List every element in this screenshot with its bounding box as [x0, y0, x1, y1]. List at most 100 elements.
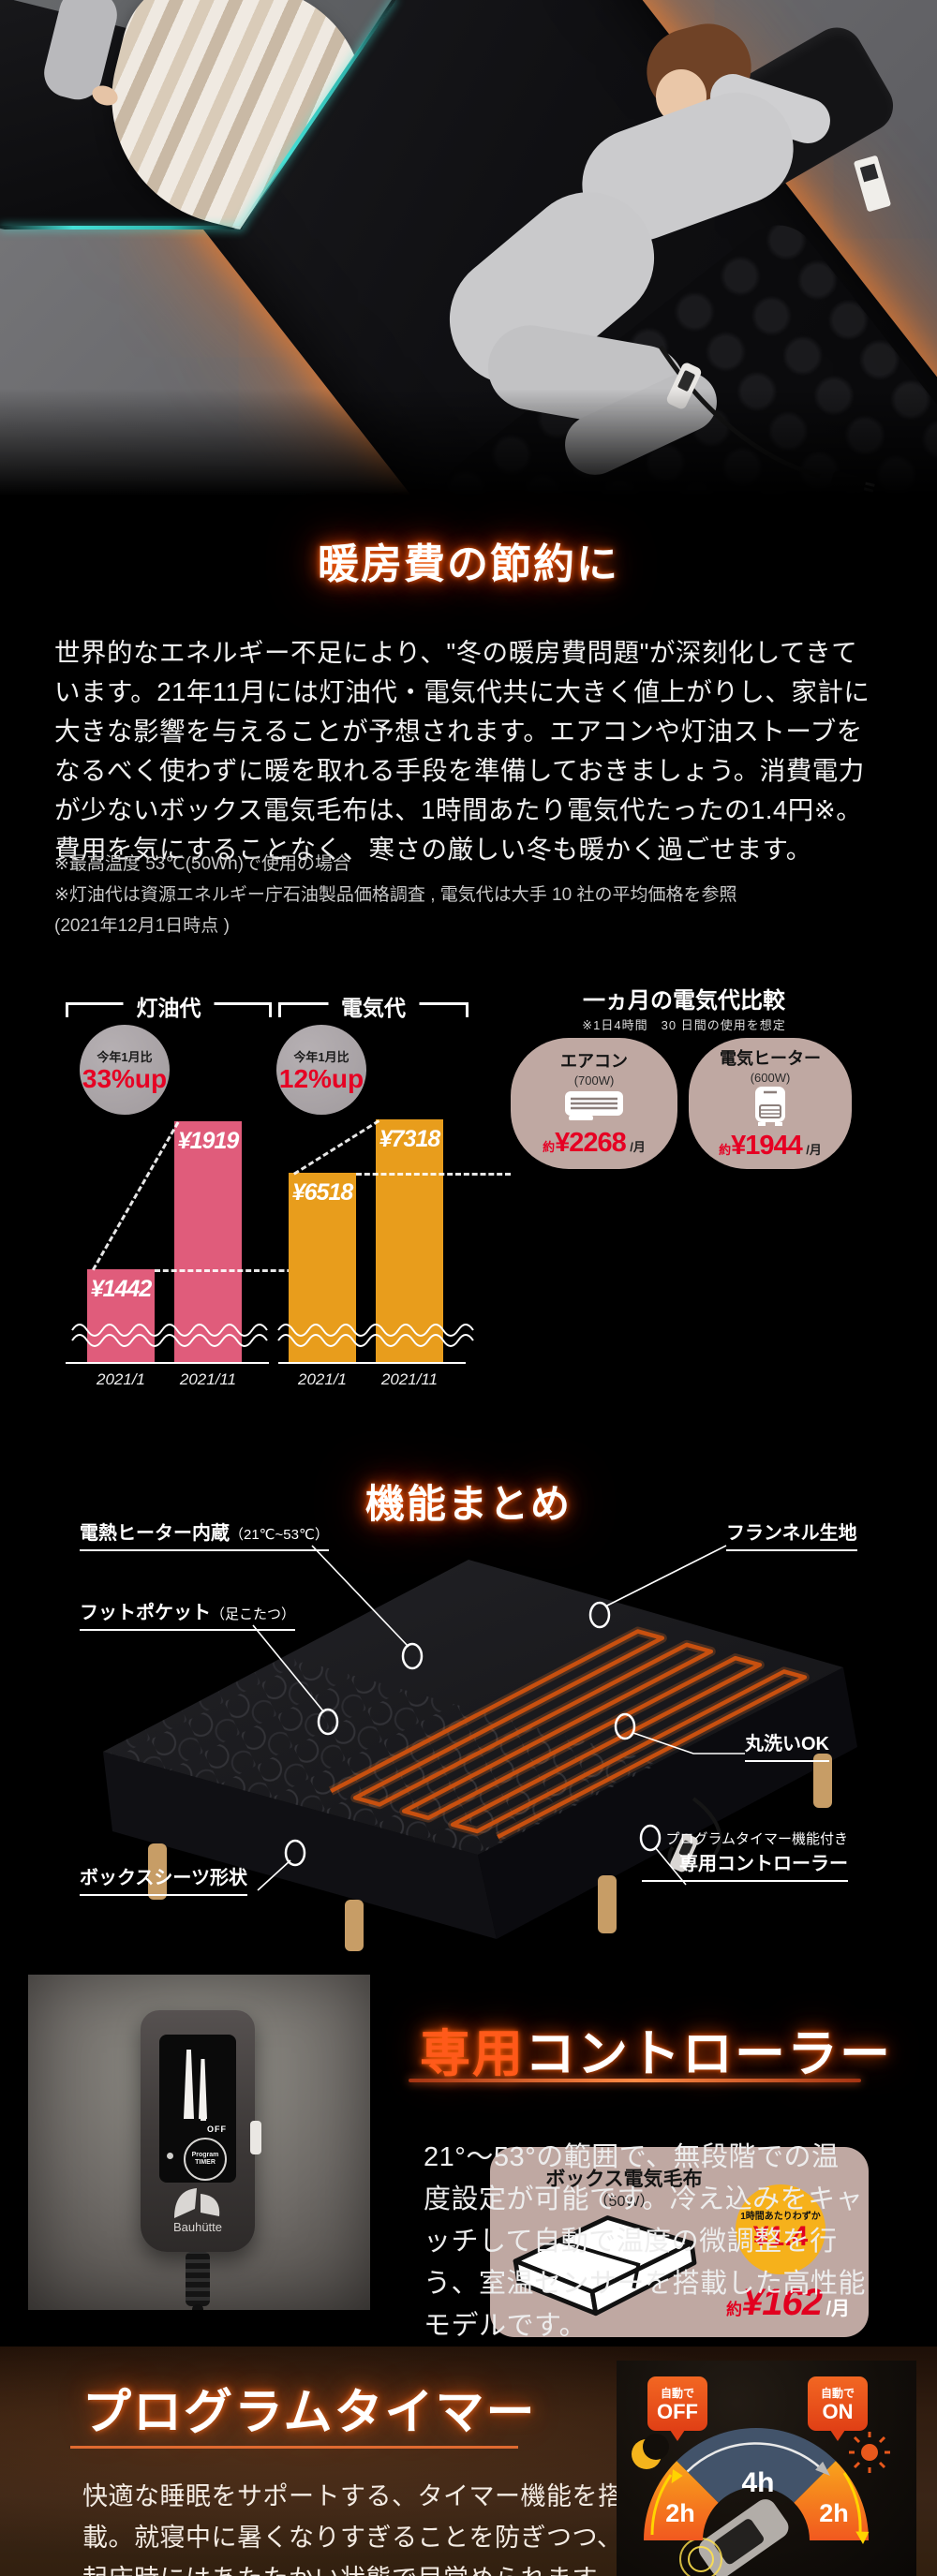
controller-device: OFF Program TIMER Bauhütte — [141, 2010, 261, 2310]
timer-section: プログラムタイマー 快適な睡眠をサポートする、タイマー機能を搭載。就寝中に暑くな… — [0, 2347, 937, 2576]
cost-charts-section: 灯油代 今年1月比 33%up ¥1442 ¥1919 2021/1 2021/… — [0, 965, 937, 2337]
arc-segment-off-2h — [644, 2461, 719, 2540]
title-underline — [409, 2079, 861, 2082]
feature-label-boxsheet: ボックスシーツ形状 — [80, 1862, 247, 1896]
section-title-controller: 専用コントローラー — [420, 2026, 892, 2082]
electric-blanket-icon — [513, 2215, 697, 2317]
slider-scale-mark — [184, 2050, 194, 2119]
auto-off-bubble: 自動で OFF — [647, 2376, 707, 2431]
bar-2021-1: ¥1442 — [87, 1269, 155, 1363]
glow-ring — [688, 2546, 714, 2572]
bed-diagram — [37, 1517, 900, 1958]
reference-dashed-line — [155, 1269, 309, 1272]
off-arrowhead — [671, 2469, 683, 2484]
footnote: ※灯油代は資源エネルギー庁石油製品価格調査 , 電気代は大手 10 社の平均価格… — [54, 885, 737, 905]
comparison-card-aircon: エアコン (700W) 約¥2268 /月 — [511, 1038, 677, 1169]
air-conditioner-icon — [565, 1091, 623, 1120]
on-arrowhead — [855, 2531, 870, 2544]
x-tick-label: 2021/11 — [179, 1370, 237, 1388]
comparison-subtitle: ※1日4時間 30 日間の使用を想定 — [582, 1018, 786, 1032]
arc-segment-4h — [677, 2428, 836, 2503]
footnote: (2021年12月1日時点 ) — [54, 916, 230, 936]
sun-icon — [849, 2432, 890, 2473]
chart-title: 電気代 — [328, 990, 419, 1022]
controller-panel: OFF Program TIMER — [159, 2035, 236, 2183]
moon-icon — [632, 2434, 669, 2469]
hero-fade — [0, 389, 937, 511]
arc-label-mid: 4h — [741, 2467, 774, 2498]
per-hour-badge: 1時間あたりわずか ¥1.4 — [736, 2184, 825, 2274]
electric-heater-icon — [755, 1087, 785, 1126]
bar-2021-11: ¥7318 — [376, 1119, 443, 1363]
timer-led — [167, 2153, 173, 2159]
progress-arrowhead — [815, 2461, 830, 2476]
bed-side-front — [478, 1667, 857, 1939]
feature-label-heater: 電熱ヒーター内蔵（21℃~53℃） — [80, 1517, 329, 1551]
timer-diagram-panel: 2h 4h 2h 自動で OFF 自動で ON — [617, 2361, 916, 2576]
controller-on-cable — [670, 1833, 698, 1873]
timer-arc-diagram: 2h 4h 2h — [632, 2428, 890, 2576]
axis-break-wave — [277, 1324, 474, 1347]
chart-kerosene-cost: 灯油代 今年1月比 33%up ¥1442 ¥1919 2021/1 2021/… — [56, 965, 309, 1396]
teal-divider-line — [0, 226, 243, 229]
on-arrow — [842, 2472, 862, 2534]
trend-dashed-line — [293, 1119, 380, 1176]
savings-footnotes: ※最高温度 53℃(50Wh)で使用の場合 ※灯油代は資源エネルギー庁石油製品価… — [54, 849, 898, 941]
bauhutte-logo — [174, 2188, 220, 2218]
program-timer-button: Program TIMER — [184, 2138, 227, 2181]
auto-on-bubble: 自動で ON — [808, 2376, 868, 2431]
reference-dashed-line — [356, 1173, 511, 1176]
bar-2021-11: ¥1919 — [174, 1121, 242, 1363]
controller-photo: OFF Program TIMER Bauhütte — [28, 1975, 370, 2310]
bed-side-left — [103, 1752, 497, 1939]
axis-break-wave — [71, 1324, 268, 1347]
section-title-savings: 暖房費の節約に — [318, 541, 619, 587]
comparison-card-heater: 電気ヒーター (600W) 約¥1944 /月 — [689, 1038, 852, 1169]
savings-paragraph: 世界的なエネルギー不足により、"冬の暖房費問題"が深刻化してきています。21年1… — [54, 637, 870, 864]
timer-paragraph: 快適な睡眠をサポートする、タイマー機能を搭載。就寝中に暑くなりすぎることを防ぎつ… — [82, 2482, 624, 2576]
controller-cable — [667, 1797, 722, 1872]
monthly-price: 約¥162 /月 — [726, 2282, 850, 2323]
x-axis — [278, 1362, 466, 1364]
feature-leader-lines — [252, 1545, 745, 1891]
controller-cord-thin — [192, 2304, 203, 2310]
comparison-title: 一ヵ月の電気代比較 — [583, 988, 785, 1014]
heating-coil — [331, 1632, 805, 1837]
hero-photo — [0, 0, 937, 511]
feature-label-footpocket: フットポケット（足こたつ） — [80, 1597, 296, 1631]
feature-label-washable: 丸洗いOK — [745, 1728, 829, 1762]
chart-title-bracket: 電気代 — [278, 990, 468, 1022]
chart-electricity-cost: 電気代 今年1月比 12%up ¥6518 ¥7318 2021/1 2021/… — [272, 965, 511, 1396]
x-tick-label: 2021/1 — [97, 1370, 145, 1388]
chart-title-bracket: 灯油代 — [66, 990, 272, 1022]
slider-dot — [201, 2115, 206, 2121]
increase-badge: 今年1月比 33%up — [80, 1025, 170, 1115]
progress-arrow — [686, 2442, 823, 2473]
feature-anchor-circles — [284, 1601, 662, 1867]
comparison-highlight-panel: ボックス電気毛布 （50W） 1時間あたりわずか ¥1.4 約¥162 /月 — [490, 2147, 869, 2337]
section-title-features: 機能まとめ — [364, 1482, 572, 1526]
x-tick-label: 2021/1 — [298, 1370, 347, 1388]
arc-label-right: 2h — [819, 2499, 849, 2527]
title-underline — [70, 2446, 518, 2449]
bed-legs — [148, 1754, 832, 1951]
increase-badge: 今年1月比 12%up — [276, 1025, 366, 1115]
feature-label-flannel: フランネル生地 — [726, 1517, 857, 1551]
bar-2021-1: ¥6518 — [289, 1173, 356, 1363]
controller-paragraph: 21°〜53°の範囲で、無段階での温度設定が可能です。冷え込みをキャッチして自動… — [424, 2142, 867, 2341]
slider-scale-mark — [199, 2059, 207, 2119]
brand-wordmark: Bauhütte — [172, 2220, 223, 2234]
brand-tag — [853, 155, 892, 213]
x-tick-label: 2021/11 — [380, 1370, 439, 1388]
temperature-slider-lever — [250, 2121, 261, 2154]
footnote: ※最高温度 53℃(50Wh)で使用の場合 — [54, 854, 350, 874]
feature-label-controller: プログラムタイマー機能付き 専用コントローラー — [642, 1828, 848, 1882]
section-title-timer: プログラムタイマー — [82, 2386, 537, 2440]
controller-cord — [186, 2252, 210, 2306]
x-axis — [66, 1362, 269, 1364]
off-label: OFF — [207, 2124, 227, 2134]
trend-dashed-line — [92, 1121, 180, 1271]
arc-label-left: 2h — [665, 2499, 695, 2527]
quilted-foot-area — [103, 1656, 661, 1855]
